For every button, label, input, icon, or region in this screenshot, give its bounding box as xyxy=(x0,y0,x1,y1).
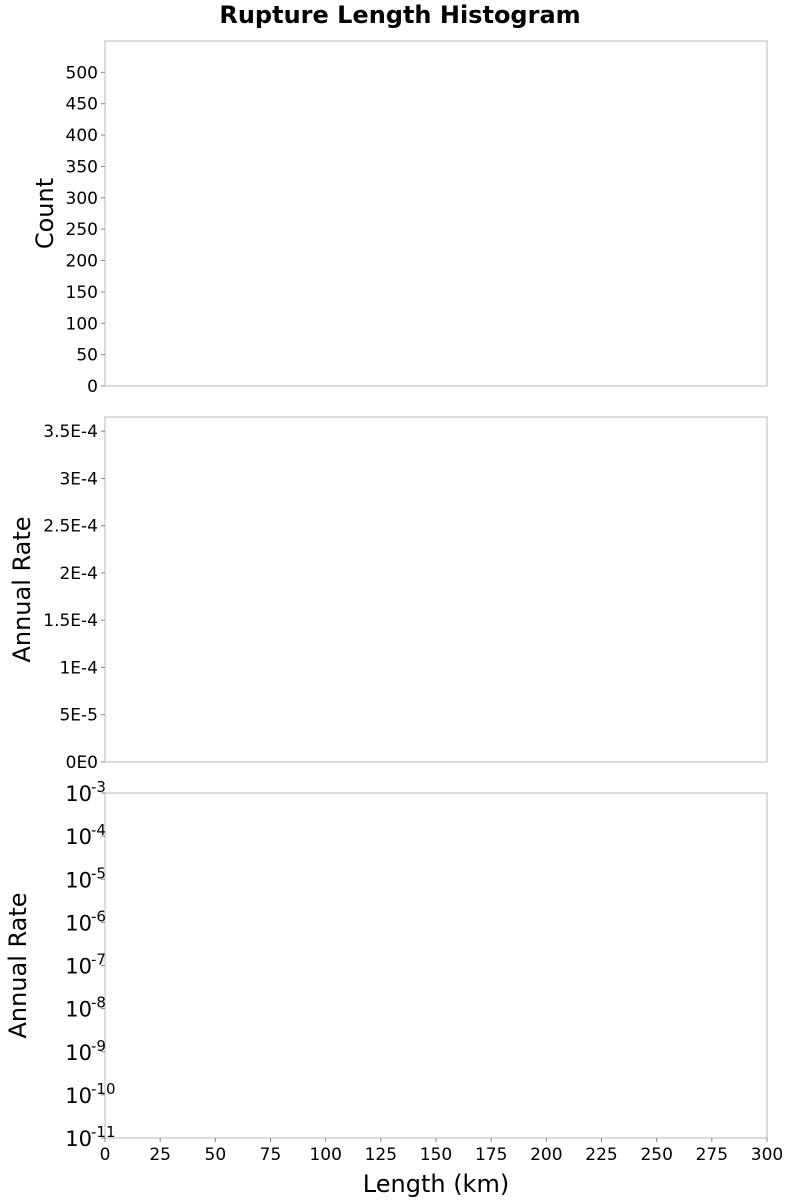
x-tick-label: 75 xyxy=(260,1145,282,1165)
x-tick-label: 100 xyxy=(309,1145,341,1165)
y-tick-label: 5E-5 xyxy=(59,706,98,726)
x-tick-label: 175 xyxy=(475,1145,507,1165)
x-tick-label: 275 xyxy=(696,1145,728,1165)
panel-1: 0 50 100 150 200 250 300 350 400 450 500 Count xyxy=(31,40,768,397)
y-tick-exponent: -7 xyxy=(91,951,106,969)
x-tick-label: 150 xyxy=(420,1145,452,1165)
x-tick-label: 250 xyxy=(640,1145,672,1165)
plot-frame xyxy=(104,40,768,387)
y-tick-label: 350 xyxy=(66,157,98,177)
y-tick-exponent: -3 xyxy=(91,778,106,796)
y-tick-label: 10 xyxy=(65,911,92,935)
y-tick-label: 500 xyxy=(66,63,98,83)
y-tick-label: 10 xyxy=(65,1084,92,1108)
y-tick-label: 0 xyxy=(87,377,98,397)
y-tick-exponent: -5 xyxy=(91,864,106,882)
y-tick-label: 10 xyxy=(65,955,92,979)
x-tick-label: 300 xyxy=(751,1145,783,1165)
chart-title: Rupture Length Histogram xyxy=(219,1,580,29)
x-tick-label: 225 xyxy=(585,1145,617,1165)
y-tick-label: 300 xyxy=(66,189,98,209)
y-tick-label: 400 xyxy=(66,126,98,146)
y-tick-label: 1.5E-4 xyxy=(43,611,98,631)
y-axis-label: Annual Rate xyxy=(4,892,32,1038)
x-axis-label: Length (km) xyxy=(363,1170,509,1198)
y-tick-label: 10 xyxy=(65,998,92,1022)
y-axis-label: Count xyxy=(31,178,59,249)
y-tick-exponent: -6 xyxy=(91,907,106,925)
y-tick-label: 200 xyxy=(66,252,98,272)
plot-frame xyxy=(104,416,768,763)
y-tick-label: 10 xyxy=(65,1041,92,1065)
y-axis-label: Annual Rate xyxy=(8,516,36,662)
y-tick-label: 10 xyxy=(65,825,92,849)
plot-frame xyxy=(104,792,768,1139)
x-tick-label: 25 xyxy=(149,1145,171,1165)
y-tick-label: 50 xyxy=(76,346,98,366)
x-tick-label: 125 xyxy=(365,1145,397,1165)
y-tick-label: 10 xyxy=(65,868,92,892)
x-tick-label: 0 xyxy=(100,1145,111,1165)
x-tick-label: 200 xyxy=(530,1145,562,1165)
y-tick-label: 0E0 xyxy=(66,753,98,773)
y-tick-exponent: -9 xyxy=(91,1037,106,1055)
y-tick-exponent: -8 xyxy=(91,994,106,1012)
y-tick-label: 250 xyxy=(66,220,98,240)
y-tick-label: 10 xyxy=(65,1127,92,1151)
y-tick-label: 150 xyxy=(66,283,98,303)
y-tick-label: 3E-4 xyxy=(59,469,98,489)
y-tick-exponent: -10 xyxy=(91,1080,116,1098)
panel-2: 0E0 5E-5 1E-4 1.5E-4 2E-4 2.5E-4 3E-4 3.5E-4 Ann… xyxy=(8,416,768,773)
x-tick-label: 50 xyxy=(205,1145,227,1165)
y-tick-label: 10 xyxy=(65,782,92,806)
y-tick-label: 1E-4 xyxy=(59,658,98,678)
y-tick-exponent: -11 xyxy=(91,1123,116,1141)
y-tick-label: 450 xyxy=(66,95,98,115)
y-tick-label: 3.5E-4 xyxy=(43,422,98,442)
y-tick-label: 100 xyxy=(66,314,98,334)
y-tick-exponent: -4 xyxy=(91,821,106,839)
y-tick-label: 2E-4 xyxy=(59,564,98,584)
y-tick-label: 2.5E-4 xyxy=(43,517,98,537)
x-axis: 0 25 50 75 100 125 150 175 200 225 250 275 300 xyxy=(100,1138,783,1165)
